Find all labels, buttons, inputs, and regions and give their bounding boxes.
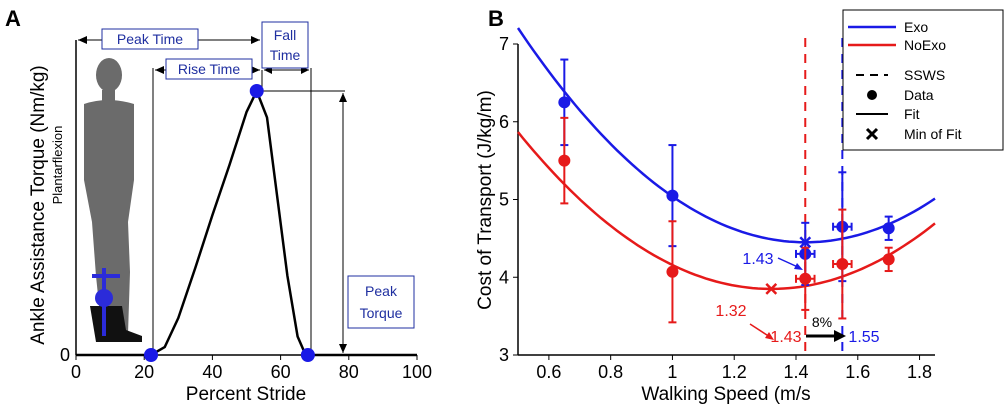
- panel-a-x-tick-label: 100: [402, 362, 432, 382]
- panel-b-x-ticks: 0.6 0.8 1 1.2 1.4 1.6 1.8: [536, 355, 932, 382]
- ssws-lines: [804, 38, 844, 355]
- data-point-exo: [882, 222, 895, 235]
- exo-min-label: 1.43: [742, 251, 773, 268]
- panel-b-letter: B: [488, 6, 504, 31]
- data-point-noexo: [666, 265, 679, 278]
- rise-time-box: [165, 58, 253, 80]
- exo-min-pointer-head: [794, 263, 803, 270]
- panel-a-letter: A: [5, 6, 21, 31]
- noexo-ssws-label: 1.43: [770, 329, 801, 346]
- torque-markers: [144, 84, 315, 362]
- fall-time-box: [261, 21, 309, 69]
- panel-b-x-tick-label: 1.4: [783, 362, 808, 382]
- panel-b-y-tick-label: 7: [499, 34, 509, 54]
- peak-torque-box: [347, 275, 415, 329]
- panel-a-x-tick-label: 0: [71, 362, 81, 382]
- peak-time-box: [101, 28, 199, 50]
- panel-a-x-tick-label: 40: [202, 362, 222, 382]
- noexo-min-pointer-head: [765, 332, 774, 340]
- panel-b-y-label: Cost of Transport (J/kg/m): [475, 90, 496, 310]
- legend-box: [842, 9, 1004, 151]
- torque-curve: [76, 89, 417, 357]
- panel-a-x-tick-label: 20: [134, 362, 154, 382]
- fit-curves: [516, 27, 936, 291]
- noexo-min-label: 1.32: [715, 303, 746, 320]
- peak-time-label: Peak Time: [117, 31, 183, 47]
- legend-exo: Exo: [904, 19, 928, 35]
- panel-b-x-tick-label: 1.2: [722, 362, 747, 382]
- panel-a-x-label: Percent Stride: [186, 384, 306, 405]
- legend: Exo NoExo SSWS Data Fit Min of Fit: [842, 9, 1004, 151]
- panel-b-y-ticks: 3 4 5 6 7: [499, 34, 518, 365]
- peak-torque-label-2: Torque: [360, 305, 403, 321]
- data-point-noexo: [558, 154, 571, 167]
- legend-data-swatch: [867, 90, 877, 100]
- panel-b-y-tick-label: 4: [499, 267, 509, 287]
- legend-min-swatch: [865, 127, 879, 141]
- legend-min: Min of Fit: [904, 126, 962, 142]
- panel-b-x-tick-label: 0.6: [536, 362, 561, 382]
- data-point-noexo: [799, 272, 812, 285]
- panel-a-x-ticks: 0 20 40 60 80 100: [71, 355, 432, 382]
- panel-a-x-tick-label: 60: [271, 362, 291, 382]
- panel-b-x-tick-label: 1.6: [845, 362, 870, 382]
- improvement-label: 8%: [812, 314, 832, 330]
- legend-fit: Fit: [904, 106, 920, 122]
- fit-curve-exo: [516, 27, 936, 244]
- legend-ssws: SSWS: [904, 67, 945, 83]
- fall-time-label-1: Fall: [274, 27, 297, 43]
- data-point-exo: [666, 189, 679, 202]
- panel-b: B 0.6 0.8 1 1.2 1.4 1.6 1.8 3 4 5 6 7 Walking Spee…: [475, 6, 1004, 405]
- human-figure-icon: [84, 58, 142, 342]
- plantarflexion-label: Plantarflexion: [50, 126, 65, 205]
- data-points: [558, 58, 895, 324]
- data-point-noexo: [882, 253, 895, 266]
- data-point-noexo: [836, 258, 849, 271]
- panel-a-x-tick-label: 80: [339, 362, 359, 382]
- legend-data: Data: [904, 87, 934, 103]
- peak-torque-label-1: Peak: [365, 283, 398, 299]
- exo-ssws-label: 1.55: [848, 329, 879, 346]
- torque-marker-point: [249, 84, 264, 98]
- panel-a-y-label: Ankle Assistance Torque (Nm/kg): [28, 65, 49, 345]
- rise-time-label: Rise Time: [178, 61, 240, 77]
- panel-b-x-tick-label: 1: [667, 362, 677, 382]
- legend-noexo: NoExo: [904, 37, 946, 53]
- data-point-exo: [558, 96, 571, 109]
- min-of-fit-markers: [765, 236, 812, 295]
- noexo-min-pointer: [749, 323, 771, 338]
- panel-b-y-tick-label: 3: [499, 345, 509, 365]
- panel-b-y-tick-label: 6: [499, 112, 509, 132]
- panel-a: A 0 0 20 40 60 80 100 Percent Stride Ankle As…: [5, 6, 432, 405]
- torque-curve-line: [76, 89, 417, 357]
- panel-b-x-tick-label: 0.8: [598, 362, 623, 382]
- fall-time-label-2: Time: [270, 47, 301, 63]
- fit-curve-noexo: [517, 131, 936, 291]
- panel-b-x-label: Walking Speed (m/s: [641, 384, 810, 405]
- improvement-arrowhead: [834, 330, 846, 342]
- panel-b-x-tick-label: 1.8: [907, 362, 932, 382]
- panel-b-y-tick-label: 5: [499, 190, 509, 210]
- panel-a-y-zero: 0: [60, 345, 70, 365]
- torque-marker-point: [300, 348, 315, 362]
- min-of-fit-noexo: [765, 283, 778, 295]
- min-of-fit-exo: [799, 236, 812, 249]
- torque-marker-point: [144, 348, 159, 362]
